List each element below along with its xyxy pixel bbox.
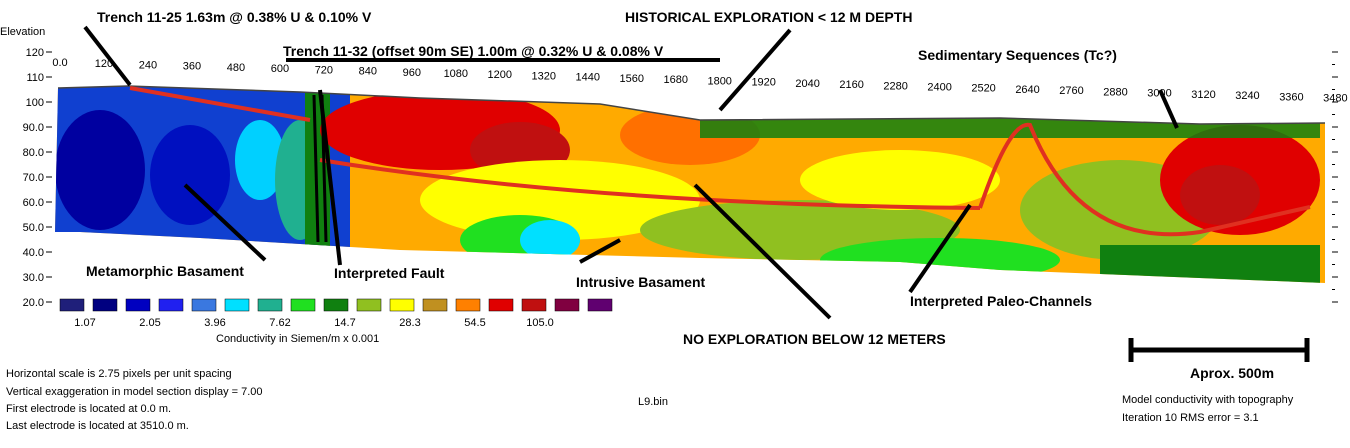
intrusive-label: Intrusive Basament (576, 274, 705, 290)
x-tick-label: 240 (139, 59, 157, 71)
right-axis-ticks (1332, 51, 1338, 303)
legend-swatch (224, 298, 250, 312)
legend-swatch (554, 298, 580, 312)
x-axis-ticks: 0.0 120 240 360 480 600 720 840 960 1080 1200 1320 1… (52, 57, 1347, 104)
model-info-line: Iteration 10 RMS error = 3.1 (1122, 412, 1259, 424)
x-tick-label: 1320 (532, 70, 556, 82)
y-axis-ticks: 120 110 100 90.0 80.0 70.0 60.0 50.0 40.0 30.0 20.… (23, 47, 52, 309)
model-info-line: Model conductivity with topography (1122, 394, 1294, 406)
x-tick-label: 2760 (1059, 85, 1083, 97)
annotation-pointers (83, 25, 1179, 320)
x-tick-label: 2040 (795, 78, 819, 90)
legend-swatch (455, 298, 481, 312)
legend-swatch (59, 298, 85, 312)
legend-swatch (422, 298, 448, 312)
x-tick-label: 1440 (576, 72, 600, 84)
y-tick-label: 40.0 (23, 247, 44, 259)
x-tick-label: 2640 (1015, 84, 1039, 96)
x-tick-label: 3480 (1323, 92, 1347, 104)
x-tick-label: 480 (227, 62, 245, 74)
x-tick-label: 1680 (663, 74, 687, 86)
x-tick-label: 0.0 (52, 57, 67, 69)
legend-swatch (125, 298, 151, 312)
sedimentary-label: Sedimentary Sequences (Tc?) (918, 47, 1117, 63)
conductivity-section (55, 86, 1325, 283)
scale-bar (1128, 338, 1310, 362)
x-tick-label: 1920 (751, 77, 775, 89)
y-tick-label: 20.0 (23, 297, 44, 309)
y-tick-label: 120 (26, 47, 44, 59)
y-tick-label: 80.0 (23, 147, 44, 159)
x-tick-label: 3360 (1279, 91, 1303, 103)
legend-swatch (92, 298, 118, 312)
note-line: Last electrode is located at 3510.0 m. (6, 420, 189, 432)
y-tick-label: 90.0 (23, 122, 44, 134)
x-tick-label: 360 (183, 61, 201, 73)
interpretation-lines (129, 86, 1311, 243)
legend-swatch (191, 298, 217, 312)
no-exploration-label: NO EXPLORATION BELOW 12 METERS (683, 331, 946, 347)
x-tick-label: 960 (403, 67, 421, 79)
y-tick-label: 70.0 (23, 172, 44, 184)
legend-label: 105.0 (526, 317, 554, 329)
x-tick-label: 3240 (1235, 90, 1259, 102)
x-tick-label: 2520 (971, 83, 995, 95)
scale-bar-label: Aprox. 500m (1190, 365, 1274, 381)
y-tick-label: 100 (26, 97, 44, 109)
topography-line (57, 85, 1326, 125)
historical-label: HISTORICAL EXPLORATION < 12 M DEPTH (625, 9, 912, 25)
note-line: First electrode is located at 0.0 m. (6, 403, 171, 415)
legend-swatch (257, 298, 283, 312)
y-tick-label: 50.0 (23, 222, 44, 234)
legend-swatch (356, 298, 382, 312)
trench-2-label: Trench 11-32 (offset 90m SE) 1.00m @ 0.3… (283, 43, 664, 59)
x-tick-label: 2880 (1103, 86, 1127, 98)
legend-label: 2.05 (139, 317, 160, 329)
legend-swatch (521, 298, 547, 312)
legend-title: Conductivity in Siemen/m x 0.001 (216, 333, 379, 345)
x-tick-label: 3000 (1147, 88, 1171, 100)
legend-label: 1.07 (74, 317, 95, 329)
legend-swatch (158, 298, 184, 312)
y-tick-label: 30.0 (23, 272, 44, 284)
x-tick-label: 1080 (444, 68, 468, 80)
y-axis-label: Elevation (0, 26, 45, 38)
x-tick-label: 1800 (707, 75, 731, 87)
note-line: Horizontal scale is 2.75 pixels per unit… (6, 368, 232, 380)
x-tick-label: 1560 (619, 73, 643, 85)
trench-1-label: Trench 11-25 1.63m @ 0.38% U & 0.10% V (97, 9, 372, 25)
x-tick-label: 120 (95, 58, 113, 70)
legend-label: 14.7 (334, 317, 355, 329)
legend-label: 7.62 (269, 317, 290, 329)
legend-swatch (389, 298, 415, 312)
legend-swatch (290, 298, 316, 312)
legend-label: 54.5 (464, 317, 485, 329)
x-tick-label: 2160 (839, 79, 863, 91)
y-tick-label: 60.0 (23, 197, 44, 209)
legend-label: 3.96 (204, 317, 225, 329)
x-tick-label: 2280 (883, 80, 907, 92)
note-line: Vertical exaggeration in model section d… (6, 386, 263, 398)
legend-swatch (323, 298, 349, 312)
conductivity-legend: 1.07 2.05 3.96 7.62 14.7 28.3 54.5 105.0 (59, 298, 613, 329)
x-tick-label: 600 (271, 63, 289, 75)
x-tick-label: 2400 (927, 81, 951, 93)
metamorphic-label: Metamorphic Basament (86, 263, 244, 279)
filename-label: L9.bin (638, 396, 668, 408)
x-tick-label: 3120 (1191, 89, 1215, 101)
x-tick-label: 1200 (488, 69, 512, 81)
paleo-label: Interpreted Paleo-Channels (910, 293, 1092, 309)
legend-swatch (587, 298, 613, 312)
fault-label: Interpreted Fault (334, 265, 445, 281)
legend-label: 28.3 (399, 317, 420, 329)
x-tick-label: 840 (359, 66, 377, 78)
x-tick-label: 720 (315, 64, 333, 76)
legend-swatch (488, 298, 514, 312)
y-tick-label: 110 (26, 72, 44, 84)
